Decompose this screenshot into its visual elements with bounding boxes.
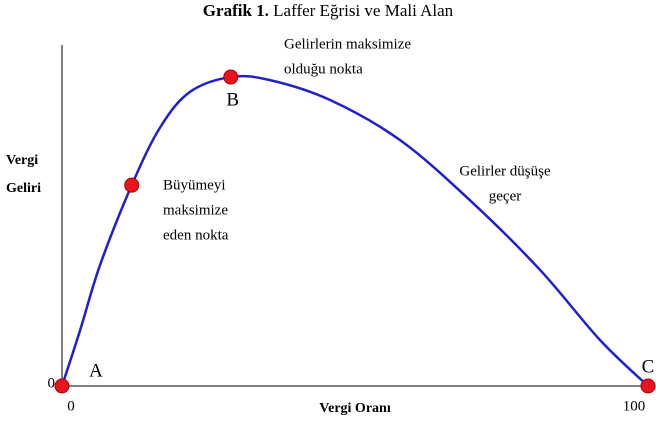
point-marker [223, 69, 239, 85]
annotation: geçer [489, 188, 521, 204]
chart-title: Grafik 1. Laffer Eğrisi ve Mali Alan [203, 1, 454, 20]
y-axis-label: Geliri [6, 181, 41, 196]
title-text: Laffer Eğrisi ve Mali Alan [273, 1, 454, 20]
laffer-curve [60, 74, 649, 387]
annotation: olduğu nokta [284, 61, 363, 77]
annotation: maksimize [163, 202, 228, 218]
x-tick-label: 100 [623, 398, 646, 414]
x-axis-label: Vergi Oranı [319, 401, 391, 416]
point-label: B [226, 89, 239, 110]
point-marker [640, 378, 656, 394]
title-number: Grafik 1. [203, 1, 269, 20]
point-label: C [642, 356, 655, 377]
annotation: eden nokta [163, 227, 229, 243]
point-marker [124, 177, 140, 193]
annotation: Gelirlerin maksimize [284, 36, 411, 52]
annotation: Gelirler düşüşe [459, 163, 551, 179]
y-tick-label: 0 [48, 375, 56, 391]
annotation: Büyümeyi [163, 177, 226, 193]
point-marker [54, 378, 70, 394]
y-axis-label: Vergi [6, 153, 38, 168]
point-label: A [89, 360, 103, 381]
x-tick-label: 0 [67, 398, 75, 414]
